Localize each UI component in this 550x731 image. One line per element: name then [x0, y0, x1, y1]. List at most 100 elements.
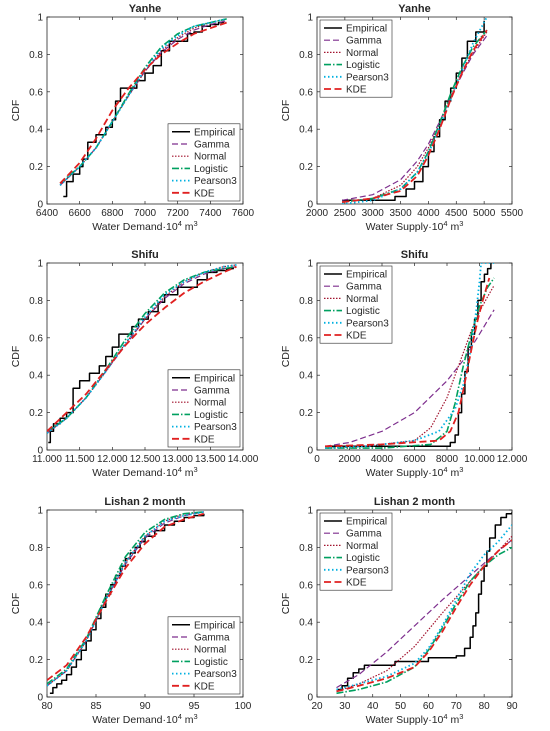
x-axis-label-text: Water Demand·10	[92, 467, 178, 479]
series-line-logistic	[47, 511, 204, 685]
legend-label: Normal	[194, 398, 226, 409]
x-axis-label-exponent: 4	[443, 465, 447, 474]
series-group	[325, 263, 495, 449]
legend-label: Normal	[346, 294, 378, 305]
y-tick-label: 1	[307, 259, 313, 270]
chart-panel-3: 11.000 11.500 12.000 12.500 13.000 13.500 14.0…	[10, 249, 259, 479]
x-tick-label: 70	[451, 701, 463, 712]
y-tick-label: 0.8	[299, 296, 313, 307]
x-tick-label: 7000	[134, 208, 157, 219]
legend-label: Normal	[194, 645, 226, 656]
x-tick-label: 100	[235, 701, 252, 712]
series-line-kde	[341, 29, 488, 203]
series-line-kde	[47, 512, 205, 681]
x-axis-label: Water Demand·104 m3	[92, 219, 197, 233]
y-axis-label: CDF	[280, 346, 292, 368]
x-axis-label-exponent: 4	[178, 465, 182, 474]
x-axis-label-text: Water Demand·10	[92, 714, 178, 726]
series-line-gamma	[336, 539, 512, 689]
series-line-logistic	[47, 265, 237, 432]
y-tick-label: 0	[37, 446, 43, 457]
series-group	[341, 17, 488, 204]
x-axis-label-unit-exponent: 3	[194, 219, 198, 228]
x-tick-label: 80	[479, 701, 491, 712]
y-tick-label: 0.8	[299, 50, 313, 61]
x-tick-label: 10.000	[464, 454, 495, 465]
x-tick-label: 12.000	[497, 454, 528, 465]
x-axis-label-unit: m	[182, 221, 194, 233]
legend-label: Pearson3	[194, 176, 237, 187]
x-axis-label: Water Supply·104 m3	[366, 219, 464, 233]
y-tick-label: 0.4	[29, 618, 43, 629]
legend-label: Pearson3	[194, 422, 237, 433]
x-axis-label: Water Supply·104 m3	[366, 712, 464, 726]
series-line-kde	[336, 539, 512, 693]
x-tick-label: 6000	[403, 454, 426, 465]
series-line-kde	[59, 21, 227, 185]
y-tick-label: 0.2	[29, 408, 43, 419]
x-tick-label: 80	[41, 701, 53, 712]
x-tick-label: 7400	[199, 208, 222, 219]
y-tick-label: 0.4	[29, 125, 43, 136]
chart-panel-4: 0 2000 4000 6000 8000 10.000 12.000 0 0.2 0.4 0.6 0…	[280, 249, 528, 479]
y-tick-label: 0.4	[299, 371, 313, 382]
x-tick-label: 50	[395, 701, 407, 712]
x-tick-label: 30	[339, 701, 351, 712]
x-tick-label: 2500	[334, 208, 357, 219]
y-tick-label: 1	[307, 506, 313, 517]
legend-label: Logistic	[346, 553, 380, 564]
legend-label: KDE	[346, 85, 367, 96]
x-tick-label: 85	[90, 701, 102, 712]
x-axis-label: Water Demand·104 m3	[92, 712, 197, 726]
legend-label: Normal	[194, 152, 226, 163]
x-tick-label: 6400	[36, 208, 59, 219]
chart-title: Lishan 2 month	[104, 496, 186, 508]
legend-label: Pearson3	[194, 669, 237, 680]
y-axis-label: CDF	[10, 346, 22, 368]
legend-box	[319, 19, 393, 98]
x-axis-label: Water Demand·104 m3	[92, 465, 197, 479]
x-tick-label: 5000	[473, 208, 496, 219]
y-tick-label: 0.4	[299, 618, 313, 629]
chart-panel-6: 20 30 40 50 60 70 80 90 0 0.2 0.4 0.6 0.8 1 Lishan 2 m…	[280, 496, 518, 726]
y-tick-label: 1	[307, 13, 313, 24]
y-tick-label: 0.8	[29, 296, 43, 307]
series-line-pearson3	[47, 264, 237, 434]
x-axis-label: Water Supply·104 m3	[366, 465, 464, 479]
y-tick-label: 0.6	[299, 333, 313, 344]
y-tick-label: 0.2	[299, 655, 313, 666]
x-axis-label-text: Water Supply·10	[366, 714, 444, 726]
y-tick-label: 0.2	[29, 655, 43, 666]
x-tick-label: 6600	[69, 208, 92, 219]
legend-label: Logistic	[194, 657, 228, 668]
series-group	[336, 511, 512, 695]
y-axis-label: CDF	[10, 593, 22, 615]
legend-label: Logistic	[194, 410, 228, 421]
y-tick-label: 0	[307, 693, 313, 704]
series-line-pearson3	[325, 263, 495, 449]
y-tick-label: 0.6	[29, 580, 43, 591]
series-line-normal	[336, 535, 512, 692]
y-tick-label: 0.8	[29, 543, 43, 554]
x-tick-label: 6800	[101, 208, 124, 219]
x-axis-label-exponent: 4	[178, 712, 182, 721]
y-tick-label: 0	[307, 446, 313, 457]
chart-panel-5: 80 85 90 95 100 0 0.2 0.4 0.6 0.8 1 Lishan 2 month W…	[10, 496, 252, 726]
series-line-kde	[325, 277, 491, 448]
x-tick-label: 0	[314, 454, 320, 465]
legend-box	[319, 512, 393, 591]
x-axis-label-unit: m	[448, 714, 460, 726]
legend-label: Empirical	[194, 620, 235, 631]
chart-title: Shifu	[401, 249, 429, 261]
series-line-kde	[47, 265, 237, 432]
x-axis-label-unit: m	[448, 221, 460, 233]
x-tick-label: 3000	[362, 208, 385, 219]
chart-title: Yanhe	[398, 3, 430, 15]
y-axis-label: CDF	[280, 593, 292, 615]
x-tick-label: 13.000	[162, 454, 193, 465]
legend-label: Logistic	[346, 306, 380, 317]
